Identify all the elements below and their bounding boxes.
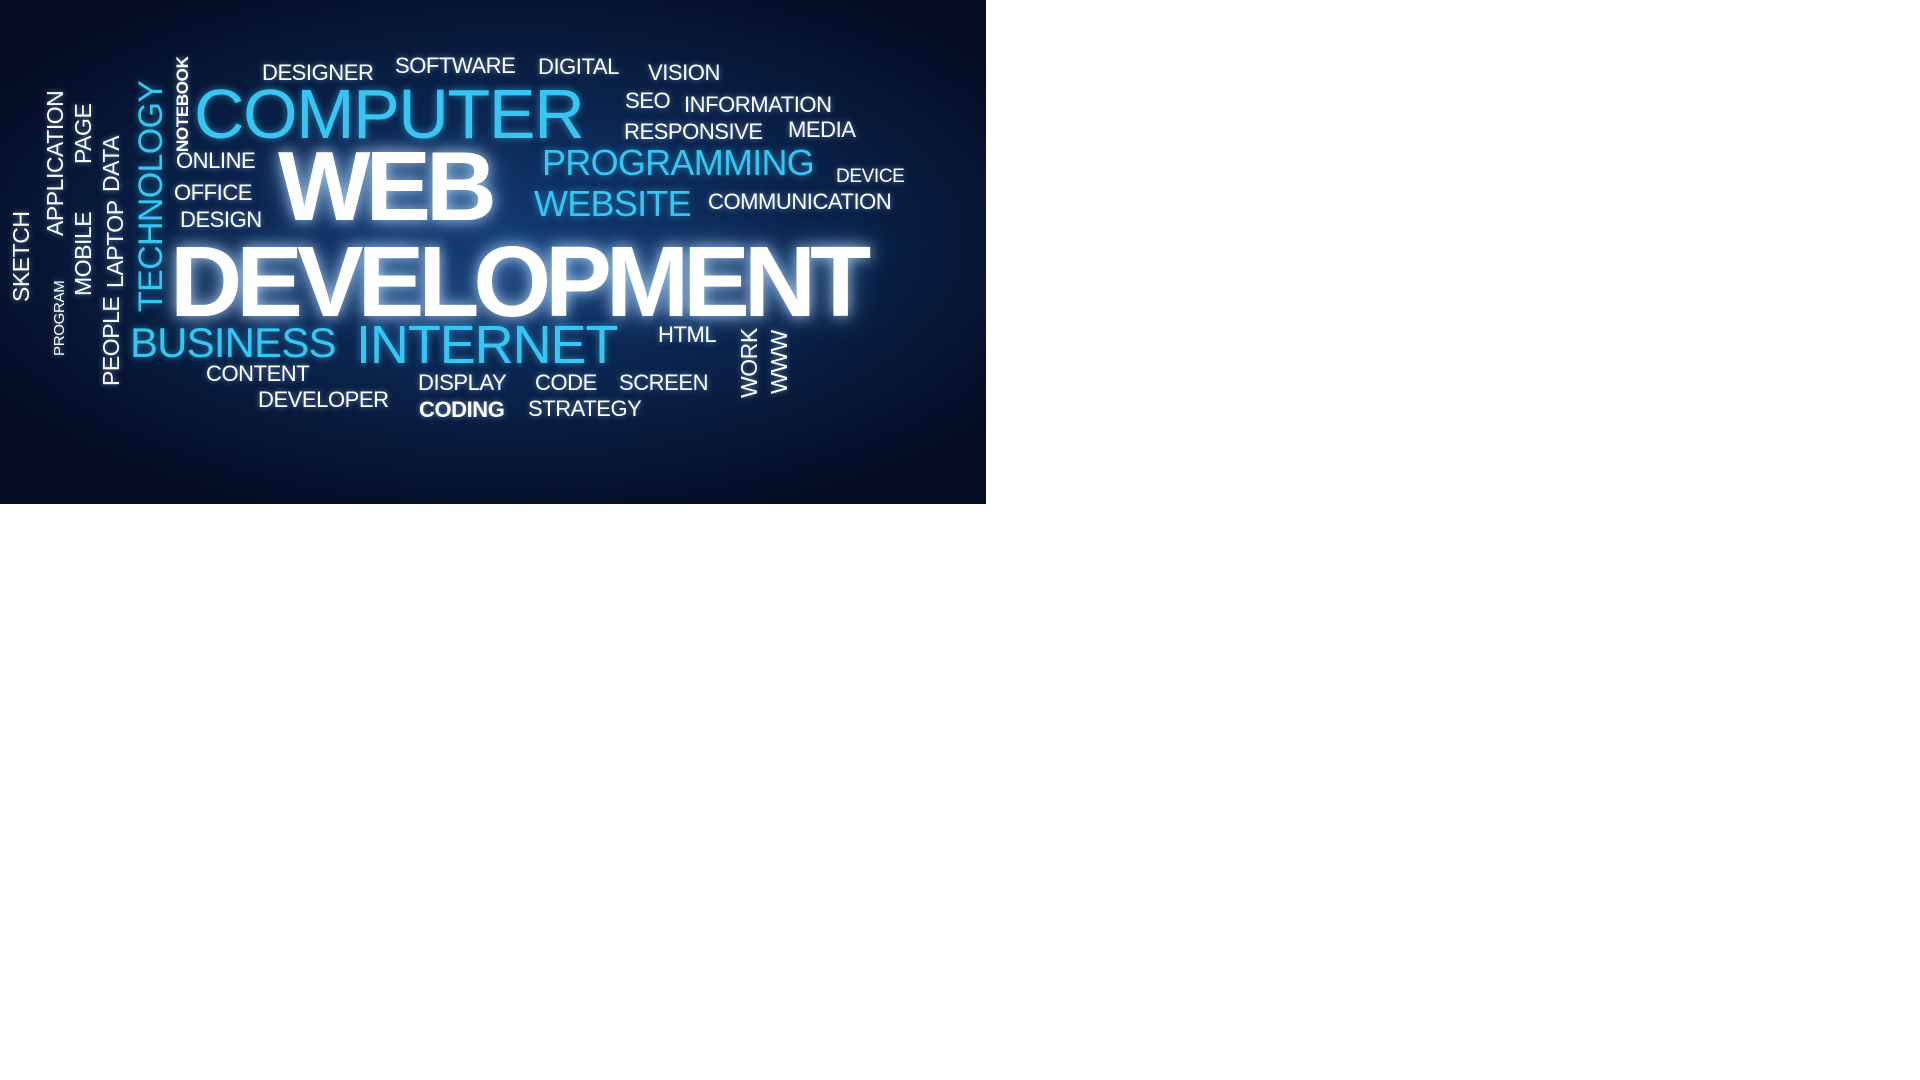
word-sketch: SKETCH (8, 211, 34, 302)
word-technology: TECHNOLOGY (132, 80, 170, 312)
word-web: WEB (278, 131, 497, 241)
word-notebook: NOTEBOOK (173, 56, 192, 152)
word-cloud-image: DESIGNER SOFTWARE DIGITAL VISION NOTEBOO… (0, 0, 986, 504)
word-program: PROGRAM (51, 280, 68, 356)
word-responsive: RESPONSIVE (624, 119, 763, 144)
word-software: SOFTWARE (395, 53, 516, 78)
word-digital: DIGITAL (538, 54, 619, 79)
word-mobile: MOBILE (70, 211, 96, 296)
word-website: WEBSITE (534, 183, 692, 224)
word-strategy: STRATEGY (528, 396, 642, 421)
word-development: DEVELOPMENT (170, 226, 871, 338)
word-application: APPLICATION (42, 90, 68, 236)
word-communication: COMMUNICATION (708, 189, 892, 214)
word-display: DISPLAY (418, 370, 507, 395)
word-information: INFORMATION (684, 92, 832, 117)
word-office: OFFICE (174, 180, 253, 205)
word-coding: CODING (419, 397, 505, 422)
word-data: DATA (98, 135, 124, 192)
word-laptop: LAPTOP (102, 200, 128, 288)
word-design: DESIGN (180, 207, 262, 232)
word-www: WWW (766, 330, 792, 394)
word-people: PEOPLE (98, 296, 124, 386)
word-content: CONTENT (206, 361, 310, 386)
word-media: MEDIA (788, 117, 856, 142)
word-online: ONLINE (176, 148, 256, 173)
word-html: HTML (658, 322, 717, 347)
word-device: DEVICE (836, 166, 905, 187)
word-work: WORK (736, 328, 762, 398)
word-computer: COMPUTER (194, 75, 585, 153)
word-designer: DESIGNER (262, 60, 374, 85)
word-internet: INTERNET (356, 315, 618, 375)
word-business: BUSINESS (130, 319, 337, 366)
word-seo: SEO (625, 88, 671, 113)
word-page: PAGE (70, 103, 96, 164)
word-developer: DEVELOPER (258, 387, 389, 412)
word-code: CODE (535, 370, 597, 395)
word-programming: PROGRAMMING (542, 142, 815, 183)
word-screen: SCREEN (619, 370, 709, 395)
word-vision: VISION (648, 60, 720, 85)
